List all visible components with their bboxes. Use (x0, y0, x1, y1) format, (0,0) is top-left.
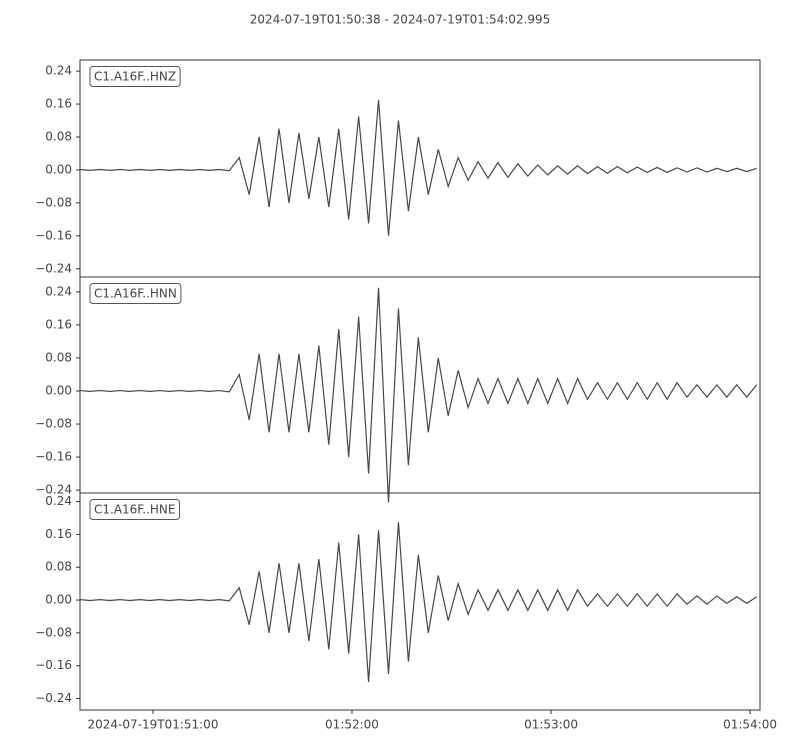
y-tick-label: 0.08 (45, 350, 72, 364)
trace-label-box (89, 66, 181, 87)
x-tick-label: 01:52:00 (325, 718, 379, 732)
y-tick-label: −0.08 (35, 417, 72, 431)
x-tick-label: 01:54:00 (723, 718, 777, 732)
waveform (79, 99, 757, 236)
chart-title: 2024-07-19T01:50:38 - 2024-07-19T01:54:0… (250, 13, 551, 27)
y-tick-label: 0.16 (45, 317, 72, 331)
trace-label-box (89, 283, 182, 304)
y-tick-label: −0.16 (35, 450, 72, 464)
y-tick-label: 0.00 (45, 593, 72, 607)
panel-frame (79, 492, 761, 711)
y-tick-label: −0.08 (35, 625, 72, 639)
trace-label: C1.A16F..HNE (94, 503, 176, 517)
y-tick-label: 0.24 (45, 64, 72, 78)
trace-label: C1.A16F..HNN (94, 287, 177, 301)
y-tick-label: 0.00 (45, 162, 72, 176)
trace-label-box (89, 499, 180, 520)
y-tick-label: 0.16 (45, 97, 72, 111)
y-tick-label: −0.24 (35, 691, 72, 705)
y-tick-label: 0.24 (45, 494, 72, 508)
y-tick-label: 0.00 (45, 383, 72, 397)
y-tick-label: 0.24 (45, 284, 72, 298)
x-tick-label: 2024-07-19T01:51:00 (87, 718, 218, 732)
y-tick-label: −0.08 (35, 195, 72, 209)
waveform (79, 287, 758, 503)
y-tick-label: −0.24 (35, 483, 72, 497)
y-tick-label: 0.16 (45, 527, 72, 541)
y-tick-label: −0.16 (35, 228, 72, 242)
x-tick-label: 01:53:00 (524, 718, 578, 732)
y-tick-label: −0.16 (35, 658, 72, 672)
y-tick-label: −0.24 (35, 261, 72, 275)
trace-label: C1.A16F..HNZ (94, 70, 176, 84)
y-tick-label: 0.08 (45, 560, 72, 574)
y-tick-label: 0.08 (45, 130, 72, 144)
waveform (79, 522, 758, 683)
